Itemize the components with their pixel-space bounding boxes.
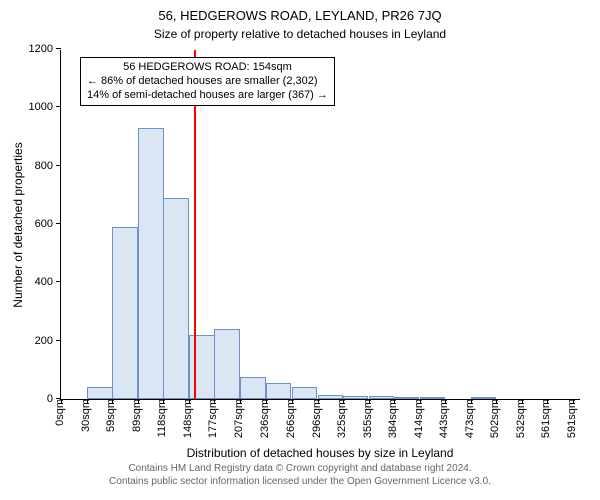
y-tick-label: 1200	[29, 43, 61, 55]
x-axis-label: Distribution of detached houses by size …	[187, 446, 454, 460]
x-tick-label: 443sqm	[436, 399, 450, 438]
y-axis-label: Number of detached properties	[11, 142, 25, 307]
histogram-bar	[87, 387, 113, 399]
x-tick-label: 236sqm	[257, 399, 271, 438]
x-tick-label: 561sqm	[538, 399, 552, 438]
chart-container: 56, HEDGEROWS ROAD, LEYLAND, PR26 7JQ Si…	[0, 0, 600, 500]
x-tick-label: 384sqm	[385, 399, 399, 438]
y-tick-label: 200	[35, 335, 61, 347]
x-tick-label: 355sqm	[360, 399, 374, 438]
y-tick-label: 800	[35, 160, 61, 172]
histogram-bar	[163, 198, 189, 399]
x-tick-label: 296sqm	[309, 399, 323, 438]
chart-title: 56, HEDGEROWS ROAD, LEYLAND, PR26 7JQ	[0, 8, 600, 23]
histogram-bar	[112, 227, 138, 399]
x-tick-label: 89sqm	[129, 399, 143, 432]
annotation-box: 56 HEDGEROWS ROAD: 154sqm← 86% of detach…	[80, 57, 335, 106]
x-tick-label: 207sqm	[231, 399, 245, 438]
annotation-line: ← 86% of detached houses are smaller (2,…	[87, 75, 328, 89]
x-tick-label: 502sqm	[487, 399, 501, 438]
chart-subtitle: Size of property relative to detached ho…	[0, 27, 600, 41]
x-tick-label: 266sqm	[283, 399, 297, 438]
footer-line-1: Contains HM Land Registry data © Crown c…	[0, 462, 600, 475]
y-tick-label: 1000	[29, 101, 61, 113]
attribution-footer: Contains HM Land Registry data © Crown c…	[0, 462, 600, 488]
histogram-bar	[189, 335, 215, 399]
annotation-line: 14% of semi-detached houses are larger (…	[87, 89, 328, 103]
x-tick-label: 30sqm	[78, 399, 92, 432]
histogram-bar	[214, 329, 240, 399]
x-tick-label: 414sqm	[411, 399, 425, 438]
x-tick-label: 532sqm	[513, 399, 527, 438]
y-tick-label: 400	[35, 276, 61, 288]
y-tick-label: 600	[35, 218, 61, 230]
x-tick-label: 325sqm	[334, 399, 348, 438]
histogram-bar	[138, 128, 164, 399]
histogram-bar	[292, 387, 318, 399]
x-tick-label: 473sqm	[462, 399, 476, 438]
annotation-line: 56 HEDGEROWS ROAD: 154sqm	[87, 61, 328, 75]
x-tick-label: 177sqm	[205, 399, 219, 438]
x-tick-label: 118sqm	[154, 399, 168, 437]
x-tick-label: 148sqm	[180, 399, 194, 438]
histogram-bar	[240, 377, 266, 399]
x-tick-label: 59sqm	[103, 399, 117, 432]
x-tick-label: 591sqm	[564, 399, 578, 438]
histogram-bar	[266, 383, 292, 399]
x-tick-label: 0sqm	[52, 399, 66, 426]
footer-line-2: Contains public sector information licen…	[0, 475, 600, 488]
